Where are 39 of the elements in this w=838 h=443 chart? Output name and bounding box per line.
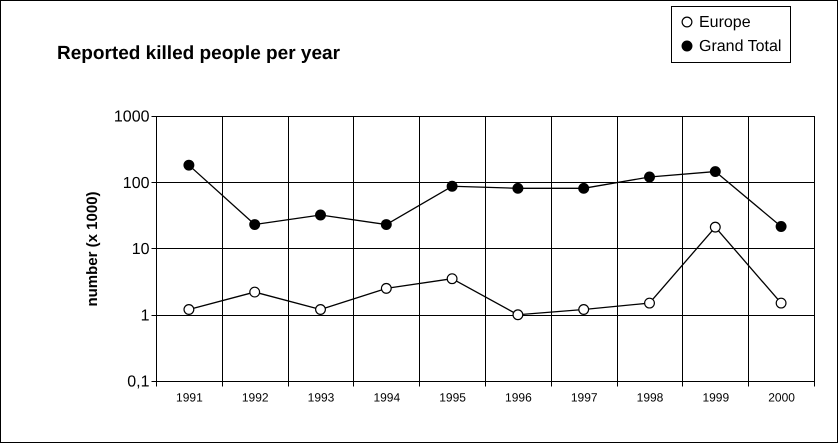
y-tick-label: 100 — [122, 174, 150, 192]
x-tick-label: 1997 — [570, 390, 598, 404]
point — [512, 182, 524, 194]
point — [446, 180, 458, 192]
legend-label: Europe — [699, 14, 751, 31]
y-tick-label: 0,1 — [127, 374, 150, 390]
point — [183, 304, 194, 315]
x-tick-label: 1993 — [308, 390, 335, 404]
x-tick-label: 1996 — [505, 390, 532, 404]
point — [315, 210, 326, 220]
y-axis-title: number (x 1000) — [84, 191, 101, 307]
point — [710, 222, 721, 233]
point — [776, 298, 787, 309]
x-tick-label: 1995 — [439, 390, 466, 404]
x-tick-label: 1994 — [373, 390, 400, 404]
point — [380, 282, 392, 294]
x-tick-label: 1999 — [702, 390, 730, 404]
point — [183, 160, 194, 171]
point — [249, 219, 260, 230]
point — [776, 221, 787, 232]
x-tick-label: 1991 — [176, 390, 204, 404]
point — [249, 286, 260, 298]
point — [578, 182, 590, 194]
chart-title: Reported killed people per year — [57, 43, 340, 65]
point — [512, 309, 524, 320]
y-tick-label: 1 — [140, 307, 150, 324]
point — [644, 298, 655, 309]
x-tick-label: 2000 — [768, 390, 796, 404]
point — [380, 219, 392, 230]
y-tick-label: 1000 — [114, 108, 150, 126]
point — [644, 172, 655, 182]
point — [578, 304, 590, 315]
x-tick-label: 1998 — [636, 390, 664, 404]
legend-label: Grand Total — [699, 38, 782, 55]
point — [315, 304, 326, 315]
x-tick-label: 1992 — [242, 390, 269, 404]
point — [710, 166, 721, 178]
y-tick-label: 10 — [132, 241, 150, 258]
point — [446, 273, 458, 284]
